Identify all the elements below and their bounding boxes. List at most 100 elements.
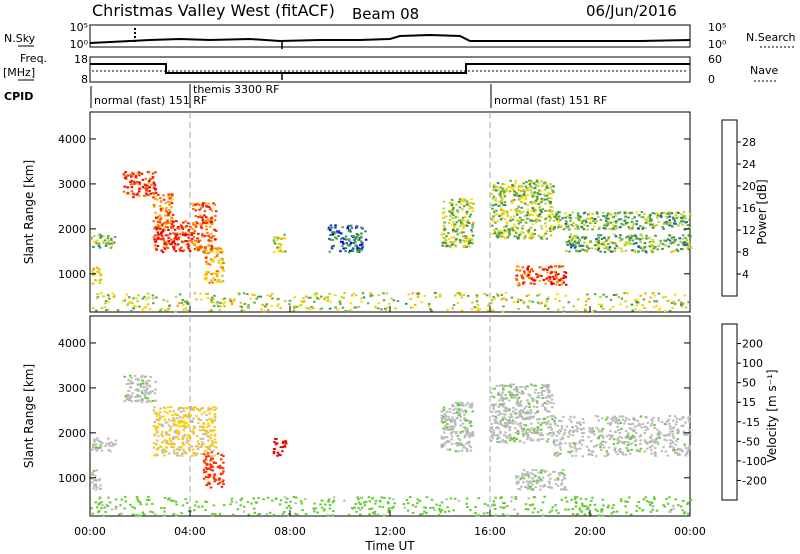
power-cell-14	[684, 306, 688, 309]
velocity-cell-6	[440, 437, 444, 440]
velocity-cell-7	[524, 412, 527, 415]
power-cell-3	[165, 223, 168, 226]
velocity-cell-10	[359, 508, 362, 511]
power-cell-14	[239, 305, 242, 308]
velocity-cell-3	[196, 408, 199, 410]
power-cell-12	[603, 223, 606, 226]
velocity-cell-3	[172, 446, 175, 449]
power-cell-6	[215, 280, 218, 283]
power-cell-9	[472, 203, 475, 205]
power-cell-5	[210, 223, 214, 226]
velocity-cell-6	[445, 418, 449, 421]
power-cell-4	[158, 237, 161, 240]
velocity-cell-5	[283, 440, 287, 443]
power-hour-lines	[189, 112, 491, 312]
velocity-cell-7	[523, 423, 526, 426]
velocity-cell-10	[268, 511, 272, 514]
velocity-cell-9	[632, 418, 636, 420]
velocity-cell-7	[522, 392, 525, 395]
velocity-cell-9	[646, 441, 650, 444]
velocity-cell-10	[486, 511, 489, 514]
velocity-cell-8	[547, 486, 550, 488]
velocity-cell-10	[141, 511, 144, 514]
velocity-cell-0	[92, 473, 95, 476]
power-cell-4	[179, 224, 183, 227]
power-cell-10	[534, 202, 537, 205]
power-cell-14	[390, 297, 393, 300]
velocity-cell-3	[167, 443, 171, 446]
power-colorbar-tick-label: 24	[742, 158, 756, 171]
velocity-cell-10	[124, 495, 127, 498]
velocity-cell-9	[685, 452, 689, 454]
power-cell-13	[679, 240, 682, 243]
power-cell-9	[470, 198, 473, 201]
power-cell-10	[494, 189, 498, 192]
velocity-cell-3	[167, 452, 171, 455]
power-cell-10	[548, 196, 551, 199]
power-cell-14	[327, 298, 330, 301]
power-cell-13	[599, 234, 603, 237]
power-cell-6	[214, 247, 218, 250]
power-cell-6	[205, 272, 208, 275]
power-cell-14	[307, 296, 311, 299]
velocity-cell-6	[461, 422, 465, 425]
power-cell-14	[392, 299, 396, 302]
velocity-cell-7	[506, 425, 509, 428]
power-cell-12	[593, 218, 597, 221]
velocity-cell-10	[382, 514, 386, 517]
velocity-cell-10	[110, 508, 114, 511]
power-cell-12	[579, 220, 582, 223]
power-cell-7	[279, 243, 283, 246]
velocity-cell-10	[610, 512, 613, 515]
velocity-cell-4	[214, 462, 218, 464]
velocity-cell-7	[516, 432, 520, 435]
power-cell-14	[100, 306, 104, 309]
power-cell-13	[603, 247, 606, 250]
power-cell-4	[174, 250, 178, 253]
power-cell-14	[471, 301, 474, 304]
power-cell-12	[627, 226, 631, 228]
power-cell-14	[137, 294, 140, 297]
velocity-cell-7	[516, 416, 520, 419]
velocity-cell-9	[609, 422, 613, 425]
velocity-cell-7	[515, 389, 519, 392]
power-cell-2	[148, 186, 152, 189]
velocity-cell-10	[230, 500, 234, 503]
power-cell-11	[521, 282, 525, 285]
power-cell-13	[687, 246, 691, 249]
velocity-cell-10	[536, 511, 540, 514]
power-cell-14	[377, 307, 380, 310]
velocity-cell-9	[651, 439, 654, 442]
power-cell-13	[650, 244, 653, 247]
power-cell-11	[523, 272, 527, 275]
velocity-cell-10	[242, 510, 246, 513]
velocity-cell-7	[490, 395, 494, 398]
power-cell-13	[626, 242, 630, 245]
power-cell-4	[180, 225, 183, 228]
power-cell-11	[560, 265, 563, 268]
velocity-cell-8	[552, 471, 555, 473]
power-cell-14	[184, 307, 187, 310]
power-cell-9	[466, 203, 469, 206]
power-cell-9	[464, 215, 467, 218]
power-cell-1	[98, 233, 102, 236]
velocity-cell-3	[205, 413, 208, 416]
velocity-cell-1	[97, 446, 100, 449]
power-cell-9	[442, 224, 446, 227]
velocity-cell-7	[539, 432, 543, 435]
power-cell-10	[541, 184, 544, 187]
velocity-cell-3	[212, 449, 215, 452]
velocity-cell-3	[201, 429, 205, 431]
velocity-cell-2	[144, 396, 148, 399]
power-cell-12	[644, 221, 647, 224]
power-cell-14	[145, 298, 148, 301]
velocity-cell-6	[471, 434, 475, 437]
velocity-cell-3	[152, 442, 156, 445]
power-cell-6	[203, 273, 207, 276]
power-cell-12	[625, 211, 628, 214]
power-cell-6	[222, 262, 225, 264]
power-cell-14	[516, 301, 520, 303]
velocity-cell-9	[598, 430, 601, 433]
noise-left-tick-top: 10⁵	[70, 21, 88, 34]
power-cell-13	[625, 236, 628, 239]
